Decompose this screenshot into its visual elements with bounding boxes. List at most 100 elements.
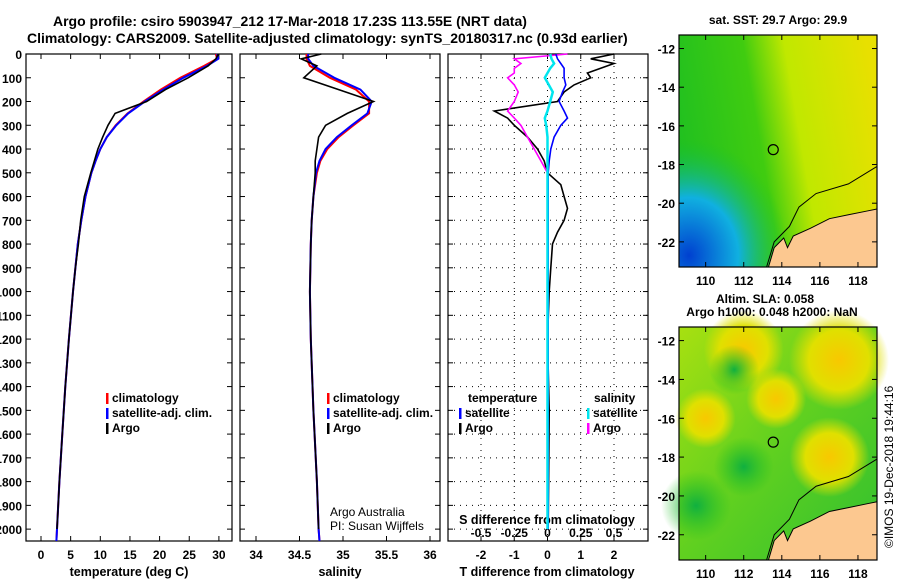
x-tick-label: 34: [249, 548, 263, 562]
lon-tick-label: 116: [810, 567, 830, 580]
depth-tick-label: 2000: [0, 523, 22, 537]
depth-tick-label: 800: [2, 238, 22, 252]
temperature-axis-label: temperature (deg C): [70, 565, 189, 579]
x-tick-label: -1: [509, 548, 520, 562]
salinity-line-Argo: [298, 53, 376, 530]
depth-tick-label: 300: [2, 119, 22, 133]
bathymetry-contour: [766, 458, 878, 561]
lon-tick-label: 110: [696, 567, 716, 580]
diff-line-salinity-Argo: [506, 53, 568, 530]
salinity-line-satellite-adj-clim-: [307, 54, 373, 542]
bathymetry-contour: [766, 166, 878, 268]
legend-swatch: [327, 393, 330, 404]
lat-tick-label: -16: [658, 412, 676, 426]
depth-tick-label: 1600: [0, 428, 22, 442]
x-tick-label: 34.5: [288, 548, 312, 562]
depth-tick-label: 1500: [0, 404, 22, 418]
depth-tick-label: 200: [2, 96, 22, 110]
x-tick-label: 35.5: [375, 548, 399, 562]
lon-tick-label: 112: [734, 274, 754, 288]
legend-title-salinity: salinity: [594, 391, 636, 405]
t-diff-axis-label: T difference from climatology: [459, 565, 634, 579]
legend-label: climatology: [112, 391, 179, 405]
lat-tick-label: -12: [658, 43, 676, 57]
lat-tick-label: -20: [658, 490, 676, 504]
x-tick-label: 10: [94, 548, 108, 562]
depth-tick-label: 900: [2, 262, 22, 276]
depth-tick-label: 1800: [0, 476, 22, 490]
figure-title-line2: Climatology: CARS2009. Satellite-adjuste…: [27, 30, 628, 46]
legend-label: Argo: [333, 421, 361, 435]
x-tick-label: 35: [336, 548, 350, 562]
s-diff-tick-label: -0.5: [471, 526, 492, 540]
legend-label: Argo: [465, 421, 493, 435]
map-frame: [678, 326, 878, 561]
legend-label: Argo: [593, 421, 621, 435]
depth-tick-label: 1900: [0, 499, 22, 513]
legend-swatch: [106, 393, 109, 404]
credit-argo-australia: Argo Australia: [330, 505, 405, 519]
x-tick-label: 5: [67, 548, 74, 562]
sst-map-title: sat. SST: 29.7 Argo: 29.9: [709, 13, 848, 27]
lon-tick-label: 112: [734, 567, 754, 580]
salinity-axis-label: salinity: [318, 565, 361, 579]
x-tick-label: 36: [423, 548, 437, 562]
lat-tick-label: -12: [658, 335, 676, 349]
lat-tick-label: -16: [658, 120, 676, 134]
watermark: ©IMOS 19-Dec-2018 19:44:16: [882, 385, 896, 548]
legend-label: satellite-adj. clim.: [333, 406, 433, 420]
depth-tick-label: 1300: [0, 357, 22, 371]
lat-tick-label: -14: [658, 81, 676, 95]
depth-tick-label: 1700: [0, 452, 22, 466]
panel-frame-0: [25, 53, 233, 542]
s-diff-tick-label: -0.25: [501, 526, 529, 540]
legend-title-temperature: temperature: [468, 391, 538, 405]
depth-tick-label: 1400: [0, 381, 22, 395]
lon-tick-label: 116: [810, 274, 830, 288]
lat-tick-label: -14: [658, 373, 676, 387]
s-diff-tick-label: 0.25: [569, 526, 593, 540]
legend-label: Argo: [112, 421, 140, 435]
argo-float-marker: [767, 144, 779, 156]
diff-line-temperature-satellite: [547, 53, 569, 530]
temperature-line-climatology: [55, 53, 219, 542]
temperature-line-satellite-adj-clim-: [55, 53, 220, 542]
depth-tick-label: 400: [2, 143, 22, 157]
lat-tick-label: -18: [658, 451, 676, 465]
depth-tick-label: 0: [15, 48, 22, 62]
lon-tick-label: 118: [848, 274, 868, 288]
lon-tick-label: 114: [772, 567, 792, 580]
figure-title-line1: Argo profile: csiro 5903947_212 17-Mar-2…: [53, 13, 527, 29]
sla-low: [713, 436, 774, 497]
x-tick-label: 0: [38, 548, 45, 562]
map-frame: [678, 34, 878, 268]
sla-high: [788, 310, 889, 411]
x-tick-label: 30: [212, 548, 226, 562]
sla-map-subtitle: Argo h1000: 0.048 h2000: NaN: [686, 305, 857, 319]
sla-map: 110 112 114 116 118 -12 -14 -16 -18 -20 -22: [658, 310, 889, 580]
lat-tick-label: -20: [658, 197, 676, 211]
legend-swatch: [327, 423, 330, 434]
legend-swatch: [106, 408, 109, 419]
lat-tick-label: -22: [658, 236, 676, 250]
lon-tick-label: 114: [772, 274, 792, 288]
depth-tick-label: 500: [2, 167, 22, 181]
sla-map-title: Altim. SLA: 0.058: [716, 292, 814, 306]
lat-tick-label: -18: [658, 159, 676, 173]
sst-map: 110 112 114 116 118 -12 -14 -16 -18 -20 -22: [658, 34, 878, 288]
depth-tick-label: 1200: [0, 333, 22, 347]
legend-swatch: [327, 408, 330, 419]
legend-swatch: [587, 423, 590, 434]
x-tick-label: 15: [123, 548, 137, 562]
lat-tick-label: -22: [658, 529, 676, 543]
depth-tick-label: 1100: [0, 309, 22, 323]
legend-swatch: [459, 408, 462, 419]
sla-high: [746, 368, 807, 429]
depth-tick-label: 1000: [0, 286, 22, 300]
legend-swatch: [106, 423, 109, 434]
legend-label: satellite-adj. clim.: [112, 406, 212, 420]
x-tick-label: 2: [611, 548, 618, 562]
argo-float-marker: [767, 436, 779, 448]
